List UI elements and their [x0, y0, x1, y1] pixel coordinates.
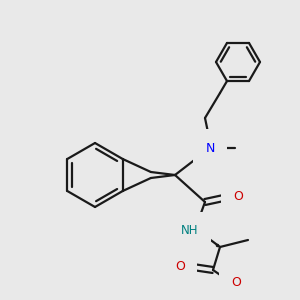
Text: N: N: [205, 142, 215, 154]
Text: O: O: [175, 260, 185, 272]
Text: O: O: [233, 190, 243, 202]
Text: O: O: [231, 277, 241, 290]
Text: NH: NH: [181, 224, 199, 236]
